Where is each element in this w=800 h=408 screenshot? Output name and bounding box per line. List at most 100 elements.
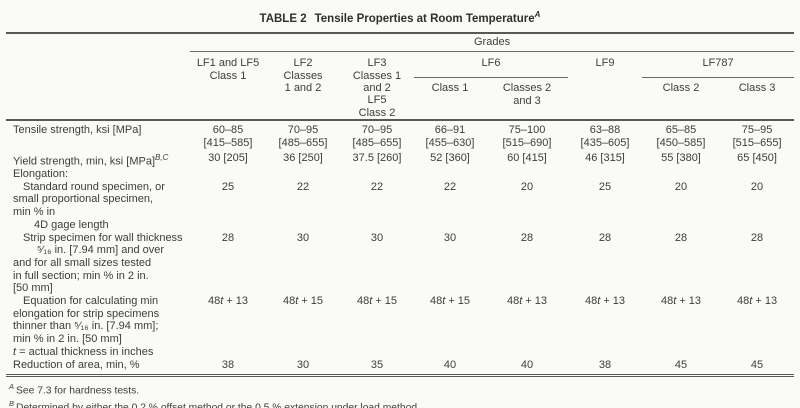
table-row-equation: Equation for calculating min elongation … [6, 295, 794, 359]
value-cell: 20 [520, 180, 534, 193]
footnote-marker: B [9, 399, 15, 408]
table-row-tensile-strength: Tensile strength, ksi [MPa] 60–85 [415–5… [6, 120, 794, 149]
value-cell: 38 [598, 358, 612, 371]
row-label: Equation for calculating min elongation … [13, 295, 160, 358]
row-label: Yield strength, min, ksi [MPa]B,C [13, 152, 169, 168]
value-cell: 35 [370, 358, 384, 371]
value-cell: 45 [674, 358, 688, 371]
value-cell: 46 [315] [585, 151, 625, 164]
grades-header: Grades [190, 32, 795, 53]
value-cell: 28 [598, 231, 612, 244]
value-cell: 48t + 13 [506, 295, 548, 308]
value-cell: 48t + 13 [660, 295, 702, 308]
empty-cell [190, 168, 794, 181]
value-cell: 48t + 13 [736, 295, 778, 308]
value-cell: 20 [750, 180, 764, 193]
value-cell: 65–85 [450–585] [656, 124, 706, 149]
value-cell: 22 [296, 180, 310, 193]
value-cell: 60–85 [415–585] [203, 124, 253, 149]
value-cell: 36 [250] [283, 151, 323, 164]
col-header-label: Class 2 [662, 82, 700, 95]
value-cell: 48t + 13 [207, 295, 249, 308]
row-label: Elongation: [13, 168, 69, 181]
table-row-round-specimen: Standard round specimen, or small propor… [6, 181, 794, 232]
value-cell: 30 [205] [208, 151, 248, 164]
col-header-lf787-class3: Class 3 [720, 78, 794, 121]
value-cell: 48t + 15 [356, 295, 398, 308]
value-cell: 28 [520, 231, 534, 244]
value-cell: 20 [674, 180, 688, 193]
col-group-lf787: LF787 [642, 51, 795, 79]
col-header-lf1-lf5: LF1 and LF5 Class 1 [190, 52, 266, 121]
value-cell: 48t + 15 [429, 295, 471, 308]
value-cell: 28 [221, 231, 235, 244]
row-label: Tensile strength, ksi [MPa] [13, 124, 142, 137]
value-cell: 55 [380] [661, 151, 701, 164]
col-header-label: Class 1 [431, 82, 469, 95]
footnote-b: BDetermined by either the 0.2 % offset m… [9, 398, 800, 408]
grade-names-row: LF1 and LF5 Class 1 LF2 Classes 1 and 2 … [6, 51, 795, 119]
value-cell: 65 [450] [737, 151, 777, 164]
col-header-label: LF3 Classes 1 and 2 LF5 Class 2 [352, 57, 402, 119]
col-header-label: LF2 Classes 1 and 2 [283, 57, 323, 95]
value-cell: 25 [221, 180, 235, 193]
table-row-reduction-of-area: Reduction of area, min, % 38 30 35 40 40… [6, 359, 794, 376]
row-label: Reduction of area, min, % [13, 358, 140, 371]
value-cell: 38 [221, 358, 235, 371]
value-cell: 28 [674, 231, 688, 244]
value-cell: 45 [750, 358, 764, 371]
value-cell: 48t + 15 [282, 295, 324, 308]
value-cell: 75–100 [515–690] [502, 124, 552, 149]
col-header-lf9: LF9 [568, 52, 642, 121]
col-header-label: Class 3 [738, 82, 776, 95]
value-cell: 70–95 [485–655] [278, 124, 328, 149]
value-cell: 37.5 [260] [352, 151, 402, 164]
value-cell: 22 [443, 180, 457, 193]
stub-header-cell [6, 33, 190, 120]
value-cell: 40 [443, 358, 457, 371]
col-header-label: LF1 and LF5 Class 1 [196, 57, 260, 82]
value-cell: 22 [370, 180, 384, 193]
table-number: TABLE 2 [259, 12, 307, 25]
value-cell: 40 [520, 358, 534, 371]
class-row: Class 1 Classes 2 and 3 Class 2 Class 3 [6, 78, 794, 121]
value-cell: 30 [443, 231, 457, 244]
footnote-a: A See 7.3 for hardness tests. [9, 381, 800, 398]
value-cell: 30 [296, 358, 310, 371]
col-group-lf6: LF6 [414, 51, 568, 79]
grades-row: Grades [6, 32, 795, 53]
value-cell: 48t + 13 [584, 295, 626, 308]
row-label: Strip specimen for wall thickness ⁵⁄₁₆ i… [13, 231, 183, 295]
table-title: TABLE 2 Tensile Properties at Room Temper… [0, 0, 800, 26]
footnote-marker: A [9, 382, 15, 392]
table-row-elongation-heading: Elongation: [6, 168, 794, 181]
col-header-lf3: LF3 Classes 1 and 2 LF5 Class 2 [340, 52, 414, 121]
footnote-text: Determined by either the 0.2 % offset me… [16, 403, 420, 408]
value-cell: 52 [360] [430, 151, 470, 164]
footnote-text: See 7.3 for hardness tests. [16, 385, 140, 397]
table-title-text: Tensile Properties at Room Temperature [314, 12, 535, 25]
value-cell: 63–88 [435–605] [580, 124, 630, 149]
row-label: Standard round specimen, or small propor… [13, 180, 165, 231]
row-footnote-marker: B,C [155, 152, 169, 162]
value-cell: 30 [370, 231, 384, 244]
title-footnote-marker: A [534, 10, 541, 19]
value-cell: 66–91 [455–630] [425, 124, 475, 149]
value-cell: 75–95 [515–655] [732, 124, 782, 149]
tensile-properties-table: Grades LF1 and LF5 Class 1 LF2 Classes 1… [6, 31, 795, 377]
value-cell: 25 [598, 180, 612, 193]
value-cell: 28 [750, 231, 764, 244]
value-cell: 60 [415] [507, 151, 547, 164]
col-header-label: LF9 [595, 57, 615, 70]
col-header-lf787-class2: Class 2 [642, 78, 720, 121]
col-header-label: Classes 2 and 3 [502, 82, 552, 107]
value-cell: 30 [296, 231, 310, 244]
table-row-strip-specimen: Strip specimen for wall thickness ⁵⁄₁₆ i… [6, 232, 794, 296]
value-cell: 70–95 [485–655] [352, 124, 402, 149]
col-header-lf2: LF2 Classes 1 and 2 [266, 52, 340, 121]
col-header-lf6-class23: Classes 2 and 3 [486, 78, 568, 121]
table-row-yield-strength: Yield strength, min, ksi [MPa]B,C 30 [20… [6, 150, 794, 168]
col-header-lf6-class1: Class 1 [414, 78, 486, 121]
